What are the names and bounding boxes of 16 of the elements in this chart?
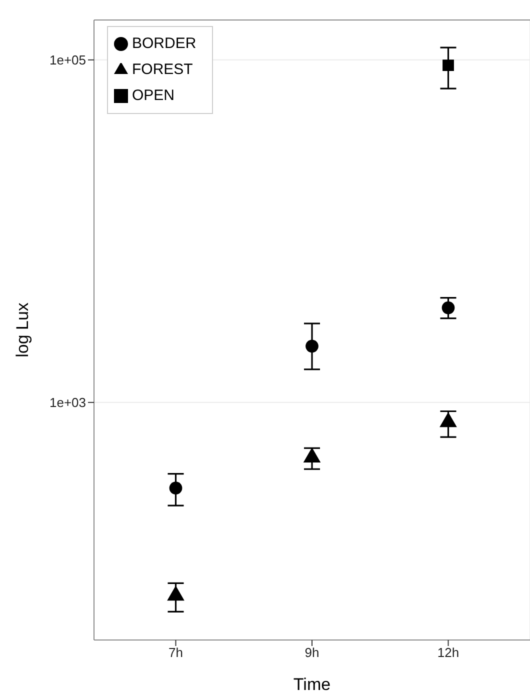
point <box>440 412 457 428</box>
y-tick-label: 1e+03 <box>49 395 86 410</box>
point <box>442 301 455 314</box>
legend-label: BORDER <box>132 35 196 52</box>
point <box>306 340 318 353</box>
point <box>442 60 454 71</box>
legend-label: OPEN <box>132 87 175 104</box>
x-axis-title: Time <box>293 675 331 692</box>
x-tick-label: 12h <box>437 645 460 660</box>
y-axis-title: log Lux <box>13 302 32 358</box>
point <box>303 447 321 462</box>
x-tick-label: 7h <box>168 645 183 660</box>
y-tick-label: 1e+05 <box>49 52 86 68</box>
point <box>167 586 184 601</box>
legend-label: FOREST <box>132 61 193 78</box>
x-tick-label: 9h <box>304 645 320 660</box>
